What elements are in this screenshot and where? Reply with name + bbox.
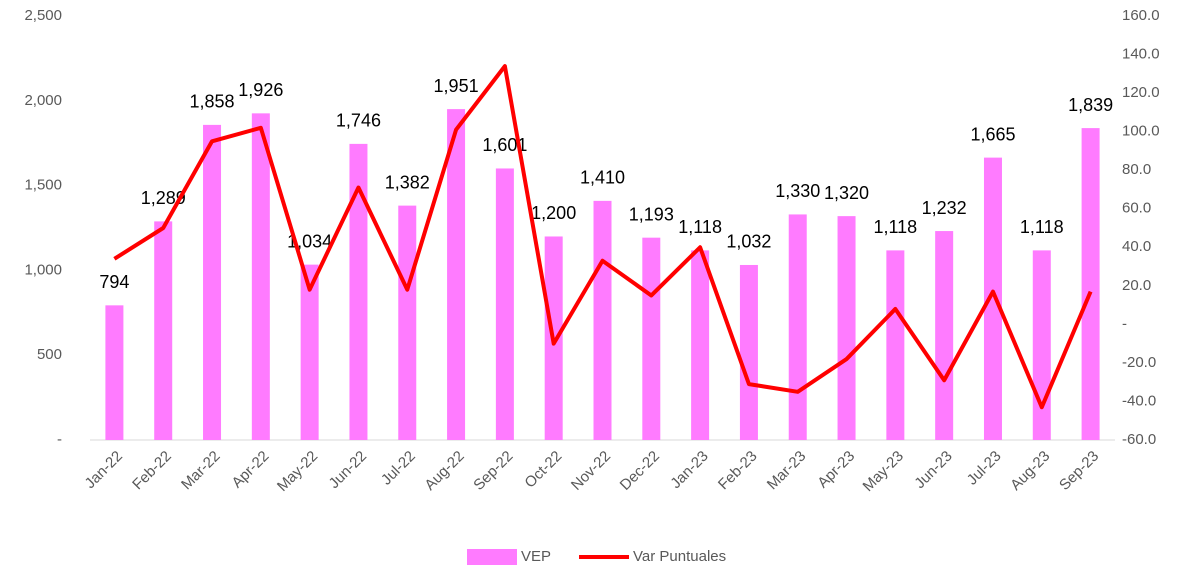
x-tick-label: Nov-22 bbox=[568, 448, 614, 494]
bar bbox=[593, 200, 612, 440]
x-tick-label: Feb-22 bbox=[129, 448, 175, 494]
y2-tick-label: 80.0 bbox=[1122, 161, 1151, 178]
data-label: 1,951 bbox=[434, 76, 479, 96]
data-label: 794 bbox=[99, 272, 129, 292]
bar bbox=[251, 113, 270, 440]
bar bbox=[739, 264, 758, 440]
y-tick-label: 1,000 bbox=[24, 261, 62, 278]
y-tick-label: 2,000 bbox=[24, 92, 62, 109]
bar bbox=[1081, 128, 1100, 441]
data-label: 1,839 bbox=[1068, 95, 1113, 115]
x-tick-label: Jan-22 bbox=[82, 448, 126, 492]
y2-tick-label: 100.0 bbox=[1122, 123, 1160, 140]
data-label: 1,382 bbox=[385, 172, 430, 192]
bar bbox=[300, 264, 319, 440]
x-tick-label: May-22 bbox=[274, 448, 321, 495]
data-label: 1,118 bbox=[873, 217, 917, 237]
bar bbox=[788, 214, 807, 440]
x-tick-label: Aug-22 bbox=[421, 448, 467, 494]
data-label: 1,193 bbox=[629, 204, 674, 224]
x-tick-label: Aug-23 bbox=[1007, 448, 1053, 494]
y2-tick-label: 60.0 bbox=[1122, 200, 1151, 217]
y2-tick-label: 40.0 bbox=[1122, 238, 1151, 255]
y-tick-label: - bbox=[57, 431, 62, 448]
legend-label: Var Puntuales bbox=[633, 548, 726, 565]
x-tick-label: Mar-22 bbox=[178, 448, 224, 494]
x-tick-label: Sep-23 bbox=[1056, 448, 1102, 494]
legend-label: VEP bbox=[521, 548, 551, 565]
y2-tick-label: 120.0 bbox=[1122, 84, 1160, 101]
x-tick-label: Oct-22 bbox=[521, 448, 565, 492]
data-label: 1,200 bbox=[531, 203, 576, 223]
bar bbox=[935, 231, 954, 440]
data-label: 1,746 bbox=[336, 111, 381, 131]
x-tick-label: May-23 bbox=[860, 448, 907, 495]
data-label: 1,926 bbox=[238, 80, 283, 100]
x-tick-label: Sep-22 bbox=[470, 448, 516, 494]
data-label: 1,118 bbox=[1020, 217, 1064, 237]
bar bbox=[154, 221, 173, 440]
data-label: 1,232 bbox=[922, 198, 967, 218]
bar bbox=[105, 305, 124, 440]
x-tick-label: Mar-23 bbox=[764, 448, 810, 494]
y2-tick-label: 160.0 bbox=[1122, 7, 1160, 24]
bar bbox=[203, 124, 222, 440]
bar bbox=[886, 250, 905, 440]
bar bbox=[447, 109, 466, 440]
y2-tick-label: 20.0 bbox=[1122, 277, 1151, 294]
legend-swatch bbox=[467, 549, 517, 565]
x-tick-label: Jul-23 bbox=[964, 448, 1005, 489]
bar bbox=[398, 205, 417, 440]
bar bbox=[495, 168, 514, 440]
bar bbox=[691, 250, 710, 440]
x-tick-label: Jun-22 bbox=[326, 448, 370, 492]
y2-tick-label: 140.0 bbox=[1122, 46, 1160, 63]
bar bbox=[1032, 250, 1051, 440]
x-tick-label: Apr-23 bbox=[814, 448, 858, 492]
bar bbox=[349, 143, 368, 440]
data-label: 1,858 bbox=[190, 92, 235, 112]
x-tick-label: Apr-22 bbox=[229, 448, 273, 492]
y2-tick-label: -60.0 bbox=[1122, 431, 1156, 448]
data-label: 1,665 bbox=[970, 124, 1015, 144]
x-tick-label: Jan-23 bbox=[667, 448, 711, 492]
data-label: 1,118 bbox=[678, 217, 722, 237]
x-tick-label: Jun-23 bbox=[911, 448, 955, 492]
bar bbox=[983, 157, 1002, 440]
y2-tick-label: -20.0 bbox=[1122, 354, 1156, 371]
y-tick-label: 1,500 bbox=[24, 177, 62, 194]
data-label: 1,032 bbox=[726, 232, 771, 252]
y-tick-label: 500 bbox=[37, 346, 62, 363]
y-tick-label: 2,500 bbox=[24, 7, 62, 24]
x-tick-label: Feb-23 bbox=[715, 448, 761, 494]
y2-tick-label: - bbox=[1122, 315, 1127, 332]
data-label: 1,410 bbox=[580, 168, 625, 188]
line bbox=[113, 64, 1093, 410]
bar bbox=[837, 216, 856, 440]
bar bbox=[642, 237, 661, 440]
data-label: 1,320 bbox=[824, 183, 869, 203]
x-tick-label: Dec-22 bbox=[617, 448, 663, 494]
y2-tick-label: -40.0 bbox=[1122, 392, 1156, 409]
x-tick-label: Jul-22 bbox=[378, 448, 419, 489]
data-label: 1,289 bbox=[141, 188, 186, 208]
data-label: 1,330 bbox=[775, 181, 820, 201]
